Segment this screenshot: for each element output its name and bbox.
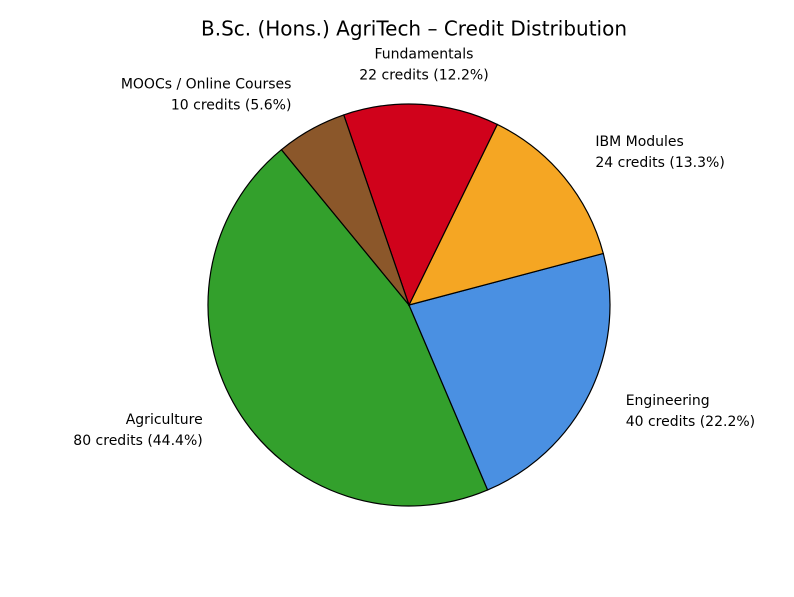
slice-label: MOOCs / Online Courses [121,76,292,92]
slice-label: Engineering [626,393,710,409]
chart-title: B.Sc. (Hons.) AgriTech – Credit Distribu… [201,17,627,41]
pie-slice [407,123,605,306]
pie-slice [408,252,611,491]
pie-slice [207,148,489,507]
slice-label: Fundamentals [375,46,474,62]
pie-slice [342,103,499,307]
slice-label: IBM Modules [595,134,683,150]
slice-value-label: 80 credits (44.4%) [73,433,202,449]
slice-value-label: 10 credits (5.6%) [171,97,292,113]
slice-value-label: 24 credits (13.3%) [595,155,724,171]
pie-slice [280,114,410,306]
slice-label: Agriculture [126,412,203,428]
slice-value-label: 22 credits (12.2%) [359,67,488,83]
slice-value-label: 40 credits (22.2%) [626,414,755,430]
